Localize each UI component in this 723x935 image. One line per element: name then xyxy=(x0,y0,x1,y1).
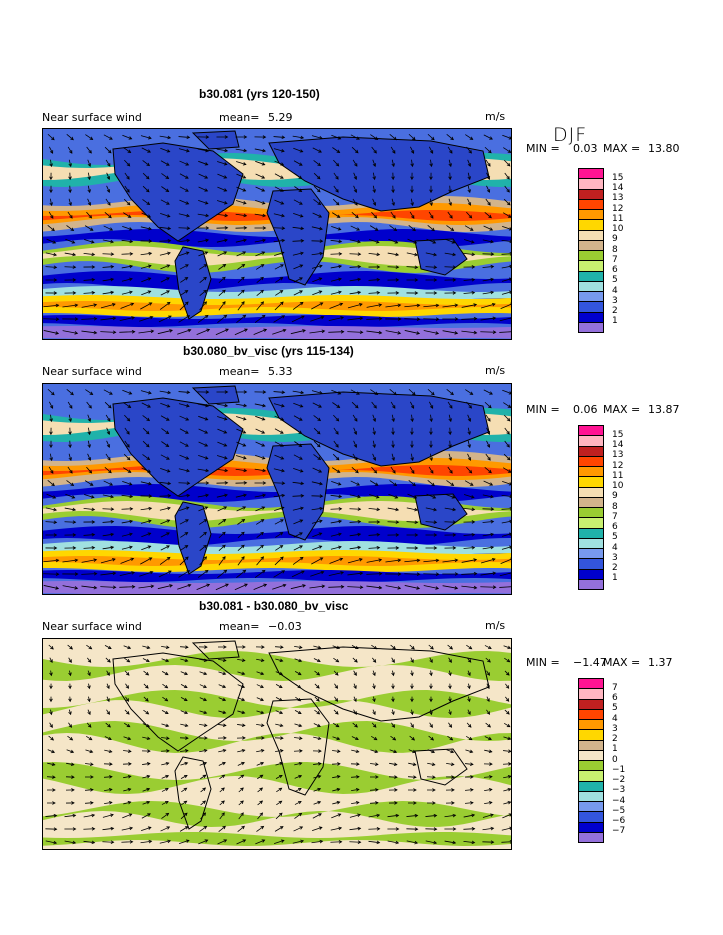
colorbar-tick-label: −2 xyxy=(612,775,626,785)
panel-2-mean-label: mean= xyxy=(219,365,260,378)
panel-2-units: m/s xyxy=(485,364,506,377)
panel-3-min-label: MIN = xyxy=(526,656,560,669)
colorbar-tick-label: 10 xyxy=(612,481,624,491)
panel-3-colorbar: 7 6 5 4 3 2 1 0 −1 −2 −3 −4 −5 −6 −7 xyxy=(578,678,625,843)
colorbar-tick-label: 8 xyxy=(612,501,618,512)
colorbar-tick-label: 0 xyxy=(612,754,618,765)
panel-2-min: 0.06 xyxy=(573,403,598,416)
colorbar-tick-label: 4 xyxy=(612,713,618,724)
panel-2-variable: Near surface wind xyxy=(42,365,142,378)
colorbar-tick-label: 13 xyxy=(612,193,624,204)
colorbar-tick-label: 11 xyxy=(612,213,624,224)
wind-field-graphic xyxy=(43,129,511,339)
panel-1-variable: Near surface wind xyxy=(42,111,142,124)
wind-field-graphic xyxy=(43,639,511,849)
panel-1-min: 0.03 xyxy=(573,142,598,155)
panel-3-mean: −0.03 xyxy=(268,620,302,633)
colorbar-tick-label: 6 xyxy=(612,693,618,703)
season-label: DJF xyxy=(553,124,588,146)
panel-2-colorbar: 15 14 13 12 11 10 9 8 7 6 5 4 3 2 1 xyxy=(578,425,623,590)
colorbar-tick-label: 5 xyxy=(612,275,618,286)
colorbar-tick-label: 7 xyxy=(612,254,618,265)
panel-2-max-label: MAX = xyxy=(603,403,641,416)
panel-3-variable: Near surface wind xyxy=(42,620,142,633)
panel-3-title: b30.081 - b30.080_bv_visc xyxy=(199,599,349,613)
colorbar-tick-label: 15 xyxy=(612,172,624,183)
panel-2-min-label: MIN = xyxy=(526,403,560,416)
colorbar-tick-label: 14 xyxy=(612,183,624,193)
colorbar-tick-label: −4 xyxy=(612,795,626,806)
panel-1-units: m/s xyxy=(485,110,506,123)
colorbar-tick-label: 9 xyxy=(612,491,618,502)
panel-1-min-label: MIN = xyxy=(526,142,560,155)
colorbar-tick-label: 2 xyxy=(612,306,618,316)
wind-field-graphic xyxy=(43,384,511,594)
colorbar-tick-label: 7 xyxy=(612,682,618,693)
panel-1-colorbar: 15 14 13 12 11 10 9 8 7 6 5 4 3 2 1 xyxy=(578,168,623,333)
colorbar-tick-label: 14 xyxy=(612,440,624,450)
panel-2-title: b30.080_bv_visc (yrs 115-134) xyxy=(183,344,354,358)
panel-1-mean: 5.29 xyxy=(268,111,293,124)
panel-3-max: 1.37 xyxy=(648,656,673,669)
colorbar-tick-label: −1 xyxy=(612,764,626,775)
panel-1-mean-label: mean= xyxy=(219,111,260,124)
panel-1-wind-map xyxy=(42,128,512,340)
colorbar-tick-label: 3 xyxy=(612,295,618,306)
colorbar-tick-label: 2 xyxy=(612,734,618,744)
colorbar-tick-label: 9 xyxy=(612,234,618,245)
colorbar-tick-label: 3 xyxy=(612,723,618,734)
colorbar-tick-label: 8 xyxy=(612,244,618,255)
colorbar-tick-label: −5 xyxy=(612,805,626,816)
colorbar-tick-label: 6 xyxy=(612,522,618,532)
colorbar-tick-label: 10 xyxy=(612,224,624,234)
panel-3-units: m/s xyxy=(485,619,506,632)
panel-3-wind-map xyxy=(42,638,512,850)
colorbar-tick-label: 5 xyxy=(612,703,618,714)
colorbar-tick-label: 6 xyxy=(612,265,618,275)
panel-3-mean-label: mean= xyxy=(219,620,260,633)
panel-1-max-label: MAX = xyxy=(603,142,641,155)
colorbar-tick-label: 1 xyxy=(612,316,618,327)
colorbar-tick-label: 11 xyxy=(612,470,624,481)
colorbar-tick-label: −3 xyxy=(612,785,626,796)
colorbar-tick-label: 1 xyxy=(612,573,618,584)
colorbar-tick-label: 3 xyxy=(612,552,618,563)
colorbar-tick-label: −7 xyxy=(612,826,626,837)
colorbar-tick-label: 12 xyxy=(612,203,624,214)
colorbar-tick-label: 4 xyxy=(612,542,618,553)
colorbar-swatch xyxy=(578,578,604,590)
panel-2-wind-map xyxy=(42,383,512,595)
colorbar-tick-label: 7 xyxy=(612,511,618,522)
panel-1-max: 13.80 xyxy=(648,142,680,155)
colorbar-tick-label: 1 xyxy=(612,744,618,755)
panel-1-title: b30.081 (yrs 120-150) xyxy=(199,87,320,101)
colorbar-tick-label: 4 xyxy=(612,285,618,296)
colorbar-tick-label: 5 xyxy=(612,532,618,543)
colorbar-tick-label: −6 xyxy=(612,816,626,826)
panel-3-min: −1.47 xyxy=(573,656,607,669)
panel-3-max-label: MAX = xyxy=(603,656,641,669)
colorbar-swatch xyxy=(578,831,604,843)
colorbar-tick-label: 15 xyxy=(612,429,624,440)
colorbar-swatch xyxy=(578,321,604,333)
colorbar-tick-label: 13 xyxy=(612,450,624,461)
colorbar-tick-label: 2 xyxy=(612,563,618,573)
colorbar-tick-label: 12 xyxy=(612,460,624,471)
panel-2-mean: 5.33 xyxy=(268,365,293,378)
panel-2-max: 13.87 xyxy=(648,403,680,416)
